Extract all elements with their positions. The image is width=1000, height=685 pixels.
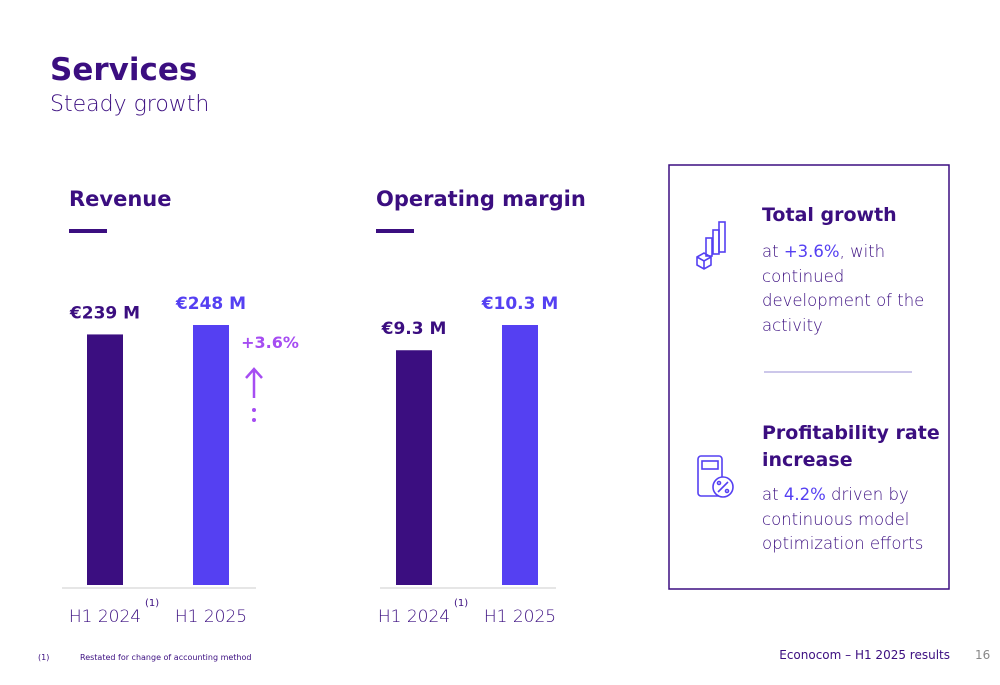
annotation-arrow (245, 367, 263, 398)
panel-item-title: Profitability rate increase (762, 422, 940, 471)
value-label: €9.3 M (381, 319, 447, 339)
title-underline (69, 229, 107, 233)
bar (502, 325, 538, 585)
footer-text: Econocom – H1 2025 results (779, 648, 950, 662)
body-text: , with continued development of the acti… (762, 242, 925, 335)
x-tick-label: H1 2025 (175, 607, 247, 627)
x-tick-label: H1 2024 (69, 607, 141, 627)
panel-item-body: at 4.2% driven by continuous model optim… (762, 483, 942, 557)
footnote-text: Restated for change of accounting method (80, 653, 252, 662)
growth-icon (696, 221, 726, 270)
body-text: at (762, 485, 784, 504)
panel-frame (668, 164, 950, 590)
value-label: €10.3 M (481, 294, 559, 314)
bar (87, 334, 123, 585)
x-tick-label: H1 2024 (378, 607, 450, 627)
x-tick-label: H1 2025 (484, 607, 556, 627)
body-highlight: 4.2% (783, 485, 826, 504)
chart-title: Revenue (69, 187, 172, 211)
footnote-ref: (1) (454, 598, 468, 609)
page-number: 16 (975, 648, 991, 662)
bar (396, 350, 432, 585)
page-title: Services (50, 52, 198, 88)
footnote-marker: (1) (38, 653, 50, 662)
panel-item-title: Total growth (762, 204, 897, 226)
footnote-ref: (1) (145, 598, 159, 609)
value-label: €248 M (175, 294, 246, 314)
annotation-dot (252, 408, 256, 412)
value-label: €239 M (69, 303, 140, 323)
body-text: driven by continuous model optimization … (762, 485, 924, 553)
chart-title: Operating margin (376, 187, 586, 211)
title-underline (376, 229, 414, 233)
annotation-dot (252, 418, 256, 422)
annotation: +3.6% (241, 333, 299, 352)
body-text: at (762, 242, 784, 261)
panel-item-body: at +3.6%, with continued development of … (762, 240, 942, 338)
calculator-icon (697, 455, 734, 498)
body-highlight: +3.6% (783, 242, 840, 261)
bar (193, 325, 229, 585)
page-subtitle: Steady growth (50, 92, 210, 117)
